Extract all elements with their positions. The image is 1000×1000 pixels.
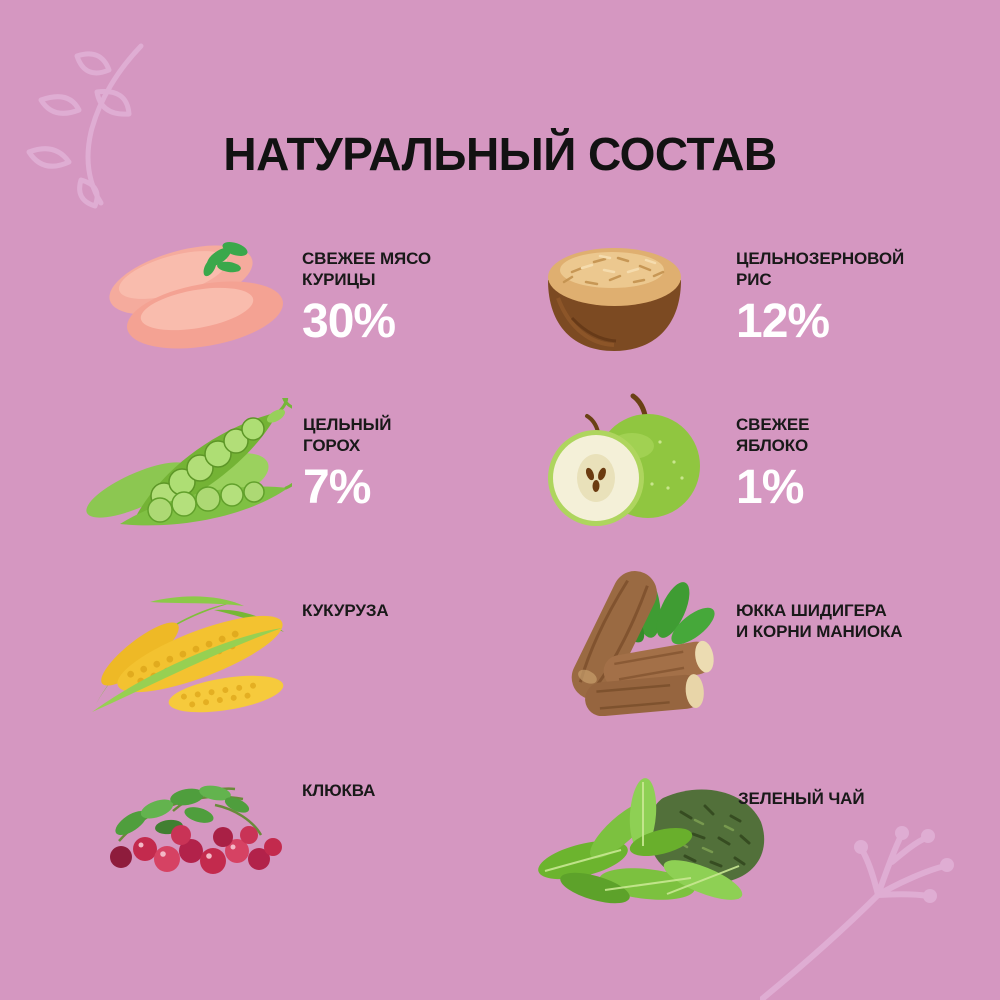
ingredient-label: ЦЕЛЬНЫЙ ГОРОХ (303, 415, 392, 455)
rice-bowl-image (548, 248, 681, 351)
ingredient-label: ЦЕЛЬНОЗЕРНОВОЙ РИС (736, 249, 905, 289)
ingredient-label: КУКУРУЗА (302, 601, 389, 620)
page-title: НАТУРАЛЬНЫЙ СОСТАВ (223, 127, 777, 180)
ingredient-percent: 30% (302, 295, 396, 348)
ingredient-label: ЮККА ШИДИГЕРА И КОРНИ МАНИОКА (736, 601, 903, 641)
cranberry-leaves-icon (115, 785, 250, 836)
chicken-fillets-image (109, 242, 283, 349)
pea-tendril-icon (274, 398, 292, 490)
yucca-roots-image (571, 571, 715, 716)
cranberry-berries-icon (110, 825, 282, 874)
ingredient-percent: 1% (736, 461, 804, 514)
ingredient-label: СВЕЖЕЕ МЯСО КУРИЦЫ (302, 249, 432, 289)
ingredient-percent: 7% (303, 461, 371, 514)
ingredient-label: ЗЕЛЕНЫЙ ЧАЙ (738, 789, 865, 808)
ingredient-label: КЛЮКВА (302, 781, 376, 800)
ingredient-percent: 12% (736, 295, 830, 348)
green-apple-image (548, 393, 700, 526)
corn-cobs-image (92, 596, 284, 713)
apple-seeds-icon (585, 467, 606, 492)
ingredient-label: СВЕЖЕЕ ЯБЛОКО (736, 415, 810, 455)
pea-pods-image (86, 398, 292, 526)
sprig-decoration-bottom-right (760, 826, 954, 1000)
green-tea-leaves-image (538, 778, 765, 904)
herb-sprig-icon (203, 242, 248, 277)
cranberries-image (110, 785, 282, 874)
